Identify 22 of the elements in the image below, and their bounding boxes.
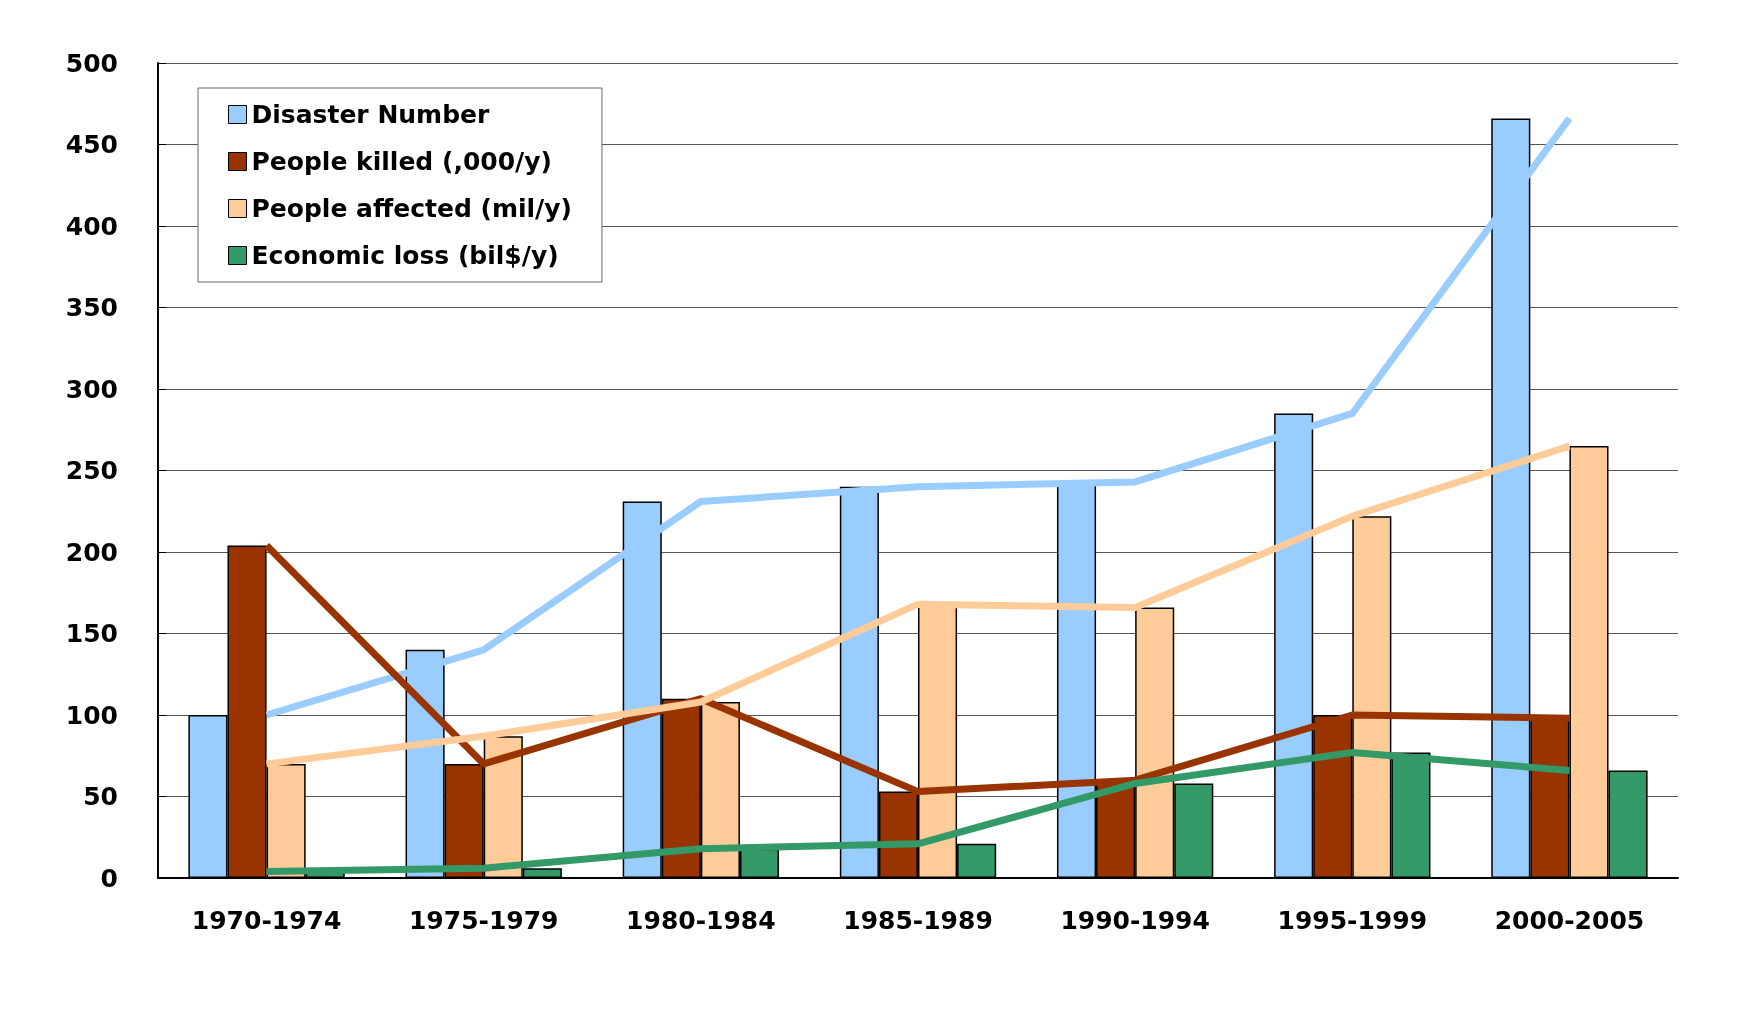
y-tick-label: 400 — [65, 211, 118, 241]
x-tick-label: 1990-1994 — [1060, 906, 1210, 935]
y-tick-label: 250 — [65, 456, 118, 485]
x-tick-label: 1985-1989 — [843, 906, 993, 935]
x-tick-label: 1995-1999 — [1277, 906, 1428, 935]
legend-label: People killed (,000/y) — [251, 147, 552, 176]
y-tick-label: 100 — [65, 700, 118, 730]
y-tick-label: 200 — [65, 537, 118, 567]
y-tick-label: 450 — [65, 130, 118, 159]
legend-label: Economic loss (bil$/y) — [251, 241, 559, 270]
x-tick-label: 1970-1974 — [191, 906, 342, 935]
x-tick-label: 1980-1984 — [626, 906, 776, 935]
legend-label: Disaster Number — [251, 100, 491, 129]
y-tick-label: 350 — [65, 293, 118, 322]
x-tick-label: 2000-2005 — [1494, 906, 1645, 935]
x-tick-label: 1975-1979 — [408, 906, 559, 935]
y-tick-label: 0 — [100, 863, 118, 893]
y-tick-label: 50 — [83, 782, 118, 811]
legend-label: People affected (mil/y) — [251, 194, 572, 223]
y-tick-label: 500 — [65, 48, 118, 78]
y-tick-label: 150 — [65, 619, 118, 648]
y-tick-label: 300 — [65, 374, 118, 404]
